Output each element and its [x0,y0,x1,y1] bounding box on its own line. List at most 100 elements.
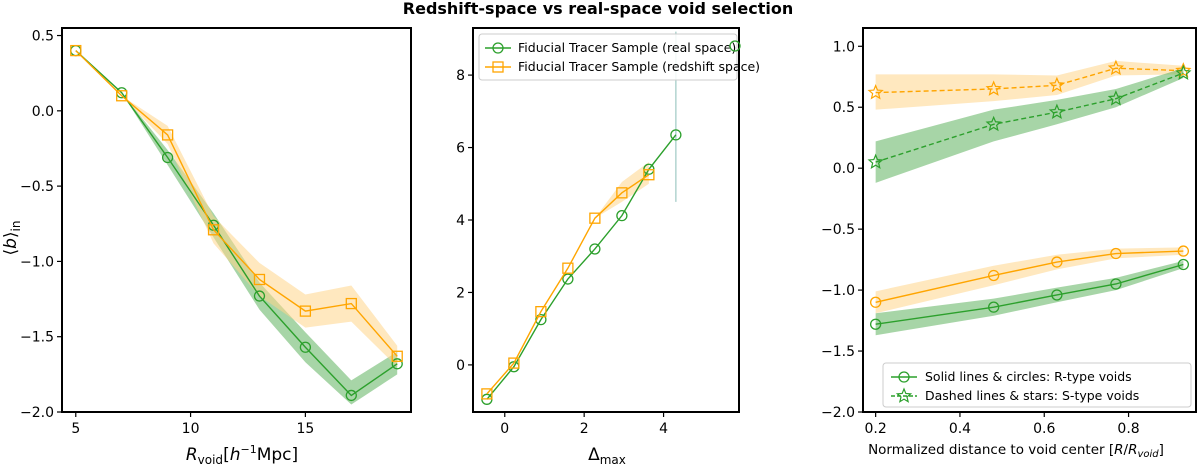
y-tick-label: −1.5 [821,344,855,360]
data-point [207,224,220,236]
y-tick-label: −1.0 [821,283,855,299]
legend-label: Fiducial Tracer Sample (redshift space) [518,59,760,74]
uncertainty-band [75,50,398,405]
data-point [1110,247,1122,260]
data-point [116,90,128,102]
data-point [589,243,601,255]
y-tick-label: −1.5 [20,330,54,346]
series-line [875,250,1184,303]
data-point [1177,258,1190,271]
y-tick-label: −2.0 [821,405,855,421]
data-point [1107,59,1125,76]
data-point [1107,90,1125,106]
series-line [75,50,398,357]
data-point [535,313,547,326]
x-tick-label: 0.8 [1117,421,1139,437]
legend-marker [492,42,504,54]
series-line [875,67,1184,94]
data-point [508,357,520,369]
uncertainty-band [75,50,398,367]
y-tick-label: 2 [456,285,465,301]
x-tick-label: 5 [71,421,80,437]
data-point [616,187,628,199]
data-point [161,151,174,164]
plot-area [867,59,1192,336]
uncertainty-band [875,60,1184,110]
right-chart-panel: Normalized distance to void center [R/Rv… [821,27,1197,460]
uncertainty-band [875,247,1184,314]
y-tick-label: 0 [456,358,465,374]
x-tick-label: 10 [182,421,200,437]
x-tick-label: 0.2 [865,421,887,437]
x-tick-label: 15 [296,421,314,437]
data-point [253,273,266,286]
legend-marker [492,61,504,73]
axes-frame [61,27,412,413]
data-point [253,290,266,302]
data-point [345,297,357,310]
legend-label: Solid lines & circles: R-type voids [925,369,1132,384]
data-point [481,388,493,400]
series-line [875,72,1184,163]
data-point [345,389,357,402]
left-chart-panel: ⟨b⟩in Rvoid[h−1Mpc] 5 10 15 0.5 0.0 −0.5 −1.0 −… [1,27,412,465]
data-point [988,301,1000,313]
legend-label: Fiducial Tracer Sample (real space) [518,40,736,55]
y-tick-label: 8 [456,68,465,84]
data-point [299,305,312,317]
x-tick-label: 4 [659,421,668,437]
data-point [616,210,628,222]
plot-area [70,44,403,405]
y-tick-label: −0.5 [821,222,855,238]
figure-title: Redshift-space vs real-space void select… [403,0,793,18]
series-line [75,50,398,397]
data-point [869,296,882,308]
data-point [535,306,547,318]
y-tick-label: −1.0 [20,254,54,270]
plot-area [481,31,682,405]
data-point [562,262,574,274]
data-point [729,40,741,52]
x-tick-label: 0 [500,421,509,437]
data-point [1051,256,1063,268]
data-point [391,358,403,370]
y-tick-label: 4 [456,213,465,229]
axes-frame [862,27,1197,413]
y-tick-label: 0.0 [32,104,54,120]
data-point [1048,76,1066,93]
data-point [391,350,403,362]
x-tick-label: 0.4 [949,421,971,437]
data-point [985,115,1002,132]
data-point [988,269,1000,282]
data-point [1175,64,1192,81]
data-point [985,80,1002,96]
legend-marker [898,371,910,383]
data-point [670,129,682,141]
y-tick-label: −0.5 [20,179,54,195]
y-tick-label: 0.0 [833,161,855,177]
uncertainty-band [486,162,649,394]
data-point [867,153,884,170]
legend: Fiducial Tracer Sample (real space) Fiduc… [478,33,760,81]
data-point [869,318,882,330]
series-line [486,174,650,395]
y-tick-label: 0.5 [833,100,855,116]
y-tick-label: 6 [456,141,465,157]
data-point [589,212,601,224]
series-line [875,263,1184,325]
axes-frame [472,27,740,413]
y-tick-label: −2.0 [20,405,54,421]
data-point [70,44,82,57]
left-x-axis-label: Rvoid[h−1Mpc] [186,443,298,465]
data-point [643,169,655,181]
left-y-axis-label: ⟨b⟩in [1,220,23,255]
data-point [1177,245,1190,257]
y-tick-label: 1.0 [833,39,855,55]
middle-chart-panel: Δmax 0 2 4 0 2 4 6 8 Fiducial Tracer Sample (rea… [456,27,760,465]
legend-label: Dashed lines & stars: S-type voids [925,388,1139,403]
x-tick-label: 2 [580,421,589,437]
data-point [867,84,884,100]
data-point [562,273,574,285]
data-point [161,129,174,141]
